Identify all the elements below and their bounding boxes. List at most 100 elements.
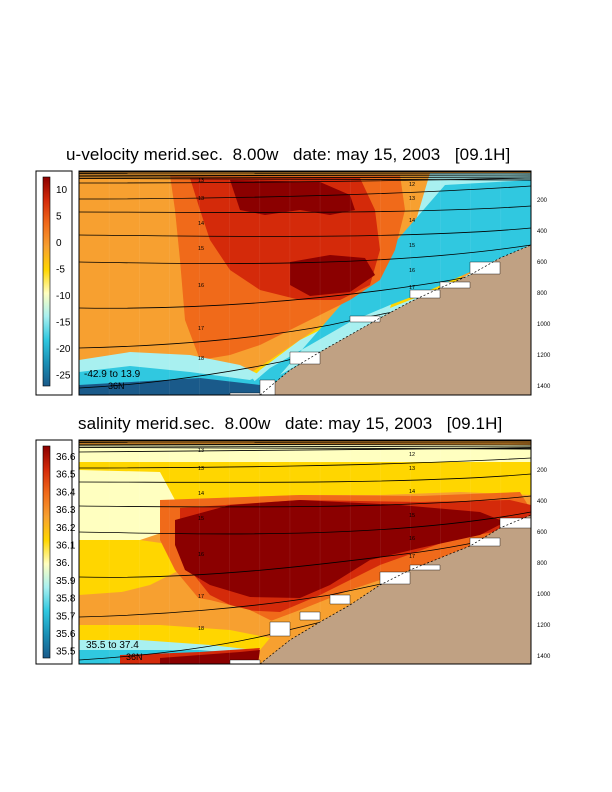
contour-label: 12	[409, 452, 415, 458]
surface-contour	[79, 446, 531, 450]
depth-tick-label: 400	[537, 499, 548, 505]
bathymetry-step	[259, 379, 276, 395]
range-note: -42.9 to 13.9	[84, 369, 141, 380]
colorbar-tick-label: 36.3	[56, 505, 76, 516]
bathymetry-step	[499, 517, 531, 529]
bathymetry-line	[259, 244, 531, 395]
isopycnal-contour	[79, 185, 531, 200]
colorbar-frame	[35, 170, 73, 396]
bathymetry-step	[269, 621, 291, 637]
contour-label: 15	[198, 246, 204, 252]
plot-area	[79, 171, 531, 395]
bathymetry-step	[229, 659, 261, 664]
contour-label: 17	[198, 326, 204, 332]
contour-label: 13	[409, 466, 415, 472]
bathymetry-step	[439, 281, 471, 289]
depth-tick-label: 200	[537, 468, 548, 474]
contour-label: 15	[409, 243, 415, 249]
contour-label: 13	[198, 466, 204, 472]
colorbar-tick-label: -20	[56, 344, 71, 355]
isopycnal-contour	[79, 457, 531, 469]
contour-label: 18	[198, 356, 204, 362]
colorbar-gradient	[42, 176, 51, 387]
chart-title: salinity merid.sec. 8.00w date: may 15, …	[78, 414, 503, 433]
colorbar-tick-label: 35.5	[56, 647, 76, 658]
colorbar-tick-label: 36.4	[56, 487, 76, 498]
colorbar-tick-label: -25	[56, 371, 71, 382]
isopycnal-contour	[79, 227, 531, 237]
field-region	[79, 540, 180, 598]
isopycnal-contour	[79, 473, 531, 483]
salinity-chart: 36.6 36.5 36.4 36.3 36.2 36.1 36. 35.9 35.8 35.7 3…	[35, 439, 551, 665]
u-velocity-chart: 10 5 0 -5 -10 -15 -20 -25 13 13 14 15 16 17 18 12 13 14 15…	[35, 170, 551, 396]
colorbar-tick-label: 35.8	[56, 594, 76, 605]
contour-label: 13	[409, 196, 415, 202]
depth-tick-label: 1200	[537, 353, 551, 359]
surface-contour	[79, 443, 531, 446]
colorbar-tick-label: -15	[56, 318, 71, 329]
field-region	[290, 255, 375, 296]
colorbar-tick-label: 36.2	[56, 523, 76, 534]
chart-title: u-velocity merid.sec. 8.00w date: may 15…	[66, 145, 511, 164]
colorbar-tick-label: 36.6	[56, 452, 76, 463]
colorbar-tick-label: 10	[56, 185, 68, 196]
surface-contour	[79, 176, 531, 179]
contour-label: 15	[409, 513, 415, 519]
colorbar-tick-label: 36.1	[56, 541, 76, 552]
contour-label: 17	[409, 285, 415, 291]
depth-tick-label: 800	[537, 561, 548, 567]
depth-tick-label: 1400	[537, 654, 551, 660]
colorbar-tick-label: 35.9	[56, 576, 76, 587]
surface-contour	[79, 445, 531, 448]
isopycnal-contour	[79, 511, 531, 535]
contour-label: 14	[198, 491, 204, 497]
field-region	[230, 180, 355, 215]
depth-tick-label: 1000	[537, 322, 551, 328]
depth-tick-label: 400	[537, 229, 548, 235]
contour-label: 17	[198, 594, 204, 600]
depth-tick-label: 1000	[537, 592, 551, 598]
colorbar-frame	[35, 439, 73, 665]
plot-area	[79, 440, 531, 664]
contour-label: 14	[198, 221, 204, 227]
plot-frame	[78, 170, 532, 396]
bathymetry-step	[379, 571, 411, 585]
colorbar-tick-label: 35.6	[56, 629, 76, 640]
depth-tick-label: 200	[537, 198, 548, 204]
bathymetry-step	[349, 315, 381, 323]
bathymetry-step	[409, 564, 441, 571]
range-note: 35.5 to 37.4	[86, 640, 139, 651]
surface-contour	[79, 177, 531, 181]
colorbar-tick-label: 36.	[56, 558, 70, 569]
isopycnal-contour	[79, 205, 531, 213]
colorbar-tick-label: 0	[56, 238, 62, 249]
field-region	[175, 500, 505, 598]
contour-label: 16	[198, 552, 204, 558]
latitude-label: 36N	[108, 381, 125, 391]
field-region	[79, 462, 531, 510]
bathymetry-line	[259, 514, 531, 664]
contour-label: 18	[198, 626, 204, 632]
surface-contour	[79, 174, 531, 177]
isopycnal-contour	[79, 495, 531, 508]
field-region	[79, 378, 260, 395]
field-region	[79, 352, 260, 380]
contour-label: 16	[409, 536, 415, 542]
colorbar-gradient	[42, 445, 51, 659]
depth-tick-label: 1400	[537, 384, 551, 390]
isopycnal-contour	[79, 244, 531, 264]
colorbar-tick-label: -5	[56, 265, 65, 276]
bathymetry-step	[469, 537, 501, 547]
contour-label: 13	[198, 196, 204, 202]
plot-frame	[78, 439, 532, 665]
depth-tick-label: 600	[537, 260, 548, 266]
contour-label: 16	[409, 268, 415, 274]
colorbar-tick-label: 5	[56, 212, 62, 223]
depth-tick-label: 1200	[537, 623, 551, 629]
contour-label: 14	[409, 218, 415, 224]
bathymetry-step	[469, 261, 501, 275]
field-region	[79, 470, 175, 545]
contour-label: 16	[198, 283, 204, 289]
colorbar-tick-label: 35.7	[56, 611, 76, 622]
contour-label: 17	[409, 554, 415, 560]
